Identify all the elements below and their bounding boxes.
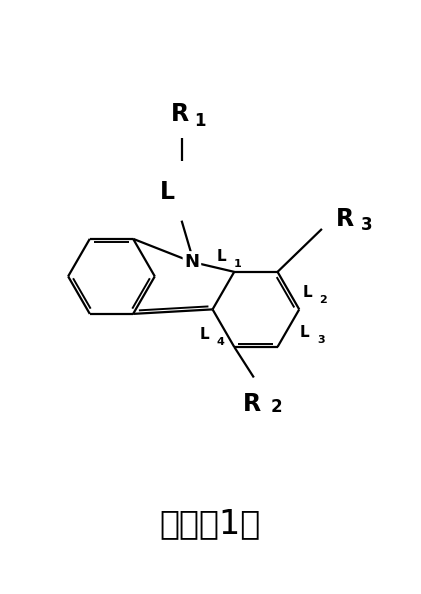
Text: 1: 1	[195, 112, 206, 130]
Text: R: R	[171, 102, 189, 126]
Text: 2: 2	[320, 295, 328, 305]
Text: L: L	[160, 180, 175, 204]
Text: L: L	[302, 285, 312, 300]
Text: 3: 3	[361, 216, 373, 234]
Text: 1: 1	[234, 259, 242, 269]
Text: N: N	[184, 253, 200, 271]
Text: 4: 4	[216, 337, 224, 347]
Text: R: R	[336, 207, 354, 230]
Text: L: L	[200, 327, 210, 342]
Text: R: R	[242, 392, 261, 416]
Text: L: L	[300, 325, 310, 340]
Text: 3: 3	[317, 334, 325, 345]
Text: 通式（1）: 通式（1）	[160, 507, 261, 541]
Text: L: L	[216, 249, 226, 264]
Text: 2: 2	[271, 398, 282, 416]
